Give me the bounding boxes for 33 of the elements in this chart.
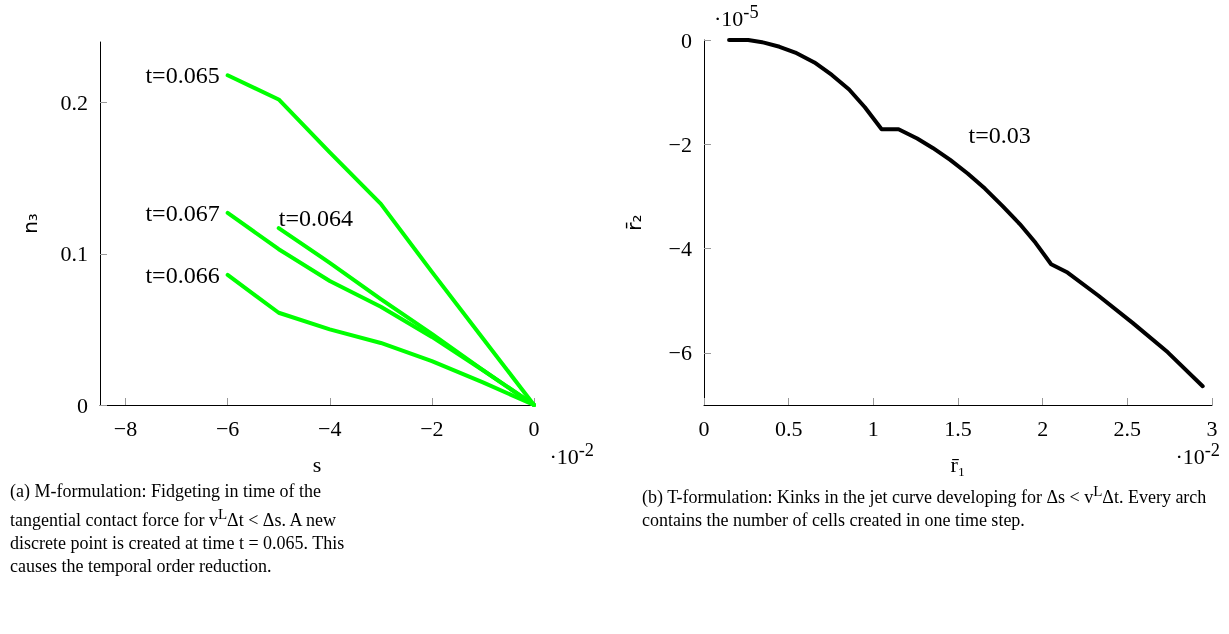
text: ·10$^{-5}$ xyxy=(714,2,759,33)
y-tick-label: 0 xyxy=(681,27,692,53)
series-label: t=0.067 xyxy=(145,199,220,226)
x-tick-label: 0 xyxy=(698,415,710,441)
x-tick-label: −2 xyxy=(420,415,444,441)
y-tick-label: 0.1 xyxy=(60,241,88,267)
series-label: t=0.03 xyxy=(968,122,1031,149)
series-label: t=0.064 xyxy=(278,205,353,232)
text: ·10$^{-2}$ xyxy=(549,440,594,471)
x-tick-label: 0 xyxy=(528,415,540,441)
y-axis-title: r̄₂ xyxy=(622,214,646,231)
y-tick-label: −4 xyxy=(668,236,692,262)
x-tick-label: 0.5 xyxy=(774,415,803,441)
x-axis-title: s xyxy=(312,451,322,477)
text: ·10$^{-2}$ xyxy=(1175,440,1220,471)
x-axis-title: r̄₁ xyxy=(950,451,966,477)
text: (a) M-formulation: Fidgeting in time of the tangential contact force for v$^{L}$Δt < Δs. A new discrete point is created at time t = 0.065. This causes the temporal order reduction. xyxy=(10,480,346,578)
y-tick-label: 0 xyxy=(77,392,88,418)
y-tick-label: −6 xyxy=(668,340,692,366)
series-label: t=0.066 xyxy=(145,261,220,288)
y-axis-title: n₃ xyxy=(18,213,42,234)
x-tick-label: 2.5 xyxy=(1113,415,1142,441)
x-tick-label: 1 xyxy=(867,415,879,441)
x-tick-label: 3 xyxy=(1206,415,1218,441)
x-tick-label: −8 xyxy=(113,415,138,441)
y-tick-label: −2 xyxy=(668,131,692,157)
text: (b) T-formulation: Kinks in the jet curve developing for Δs < v$^{L}$Δt. Every arch contains the number of cells created in one time step. xyxy=(642,483,1207,530)
x-tick-label: 1.5 xyxy=(944,415,972,441)
x-tick-label: 2 xyxy=(1037,415,1049,441)
series-label: t=0.065 xyxy=(145,62,220,89)
x-tick-label: −6 xyxy=(215,415,240,441)
x-tick-label: −4 xyxy=(318,415,342,441)
y-tick-label: 0.2 xyxy=(60,90,88,115)
